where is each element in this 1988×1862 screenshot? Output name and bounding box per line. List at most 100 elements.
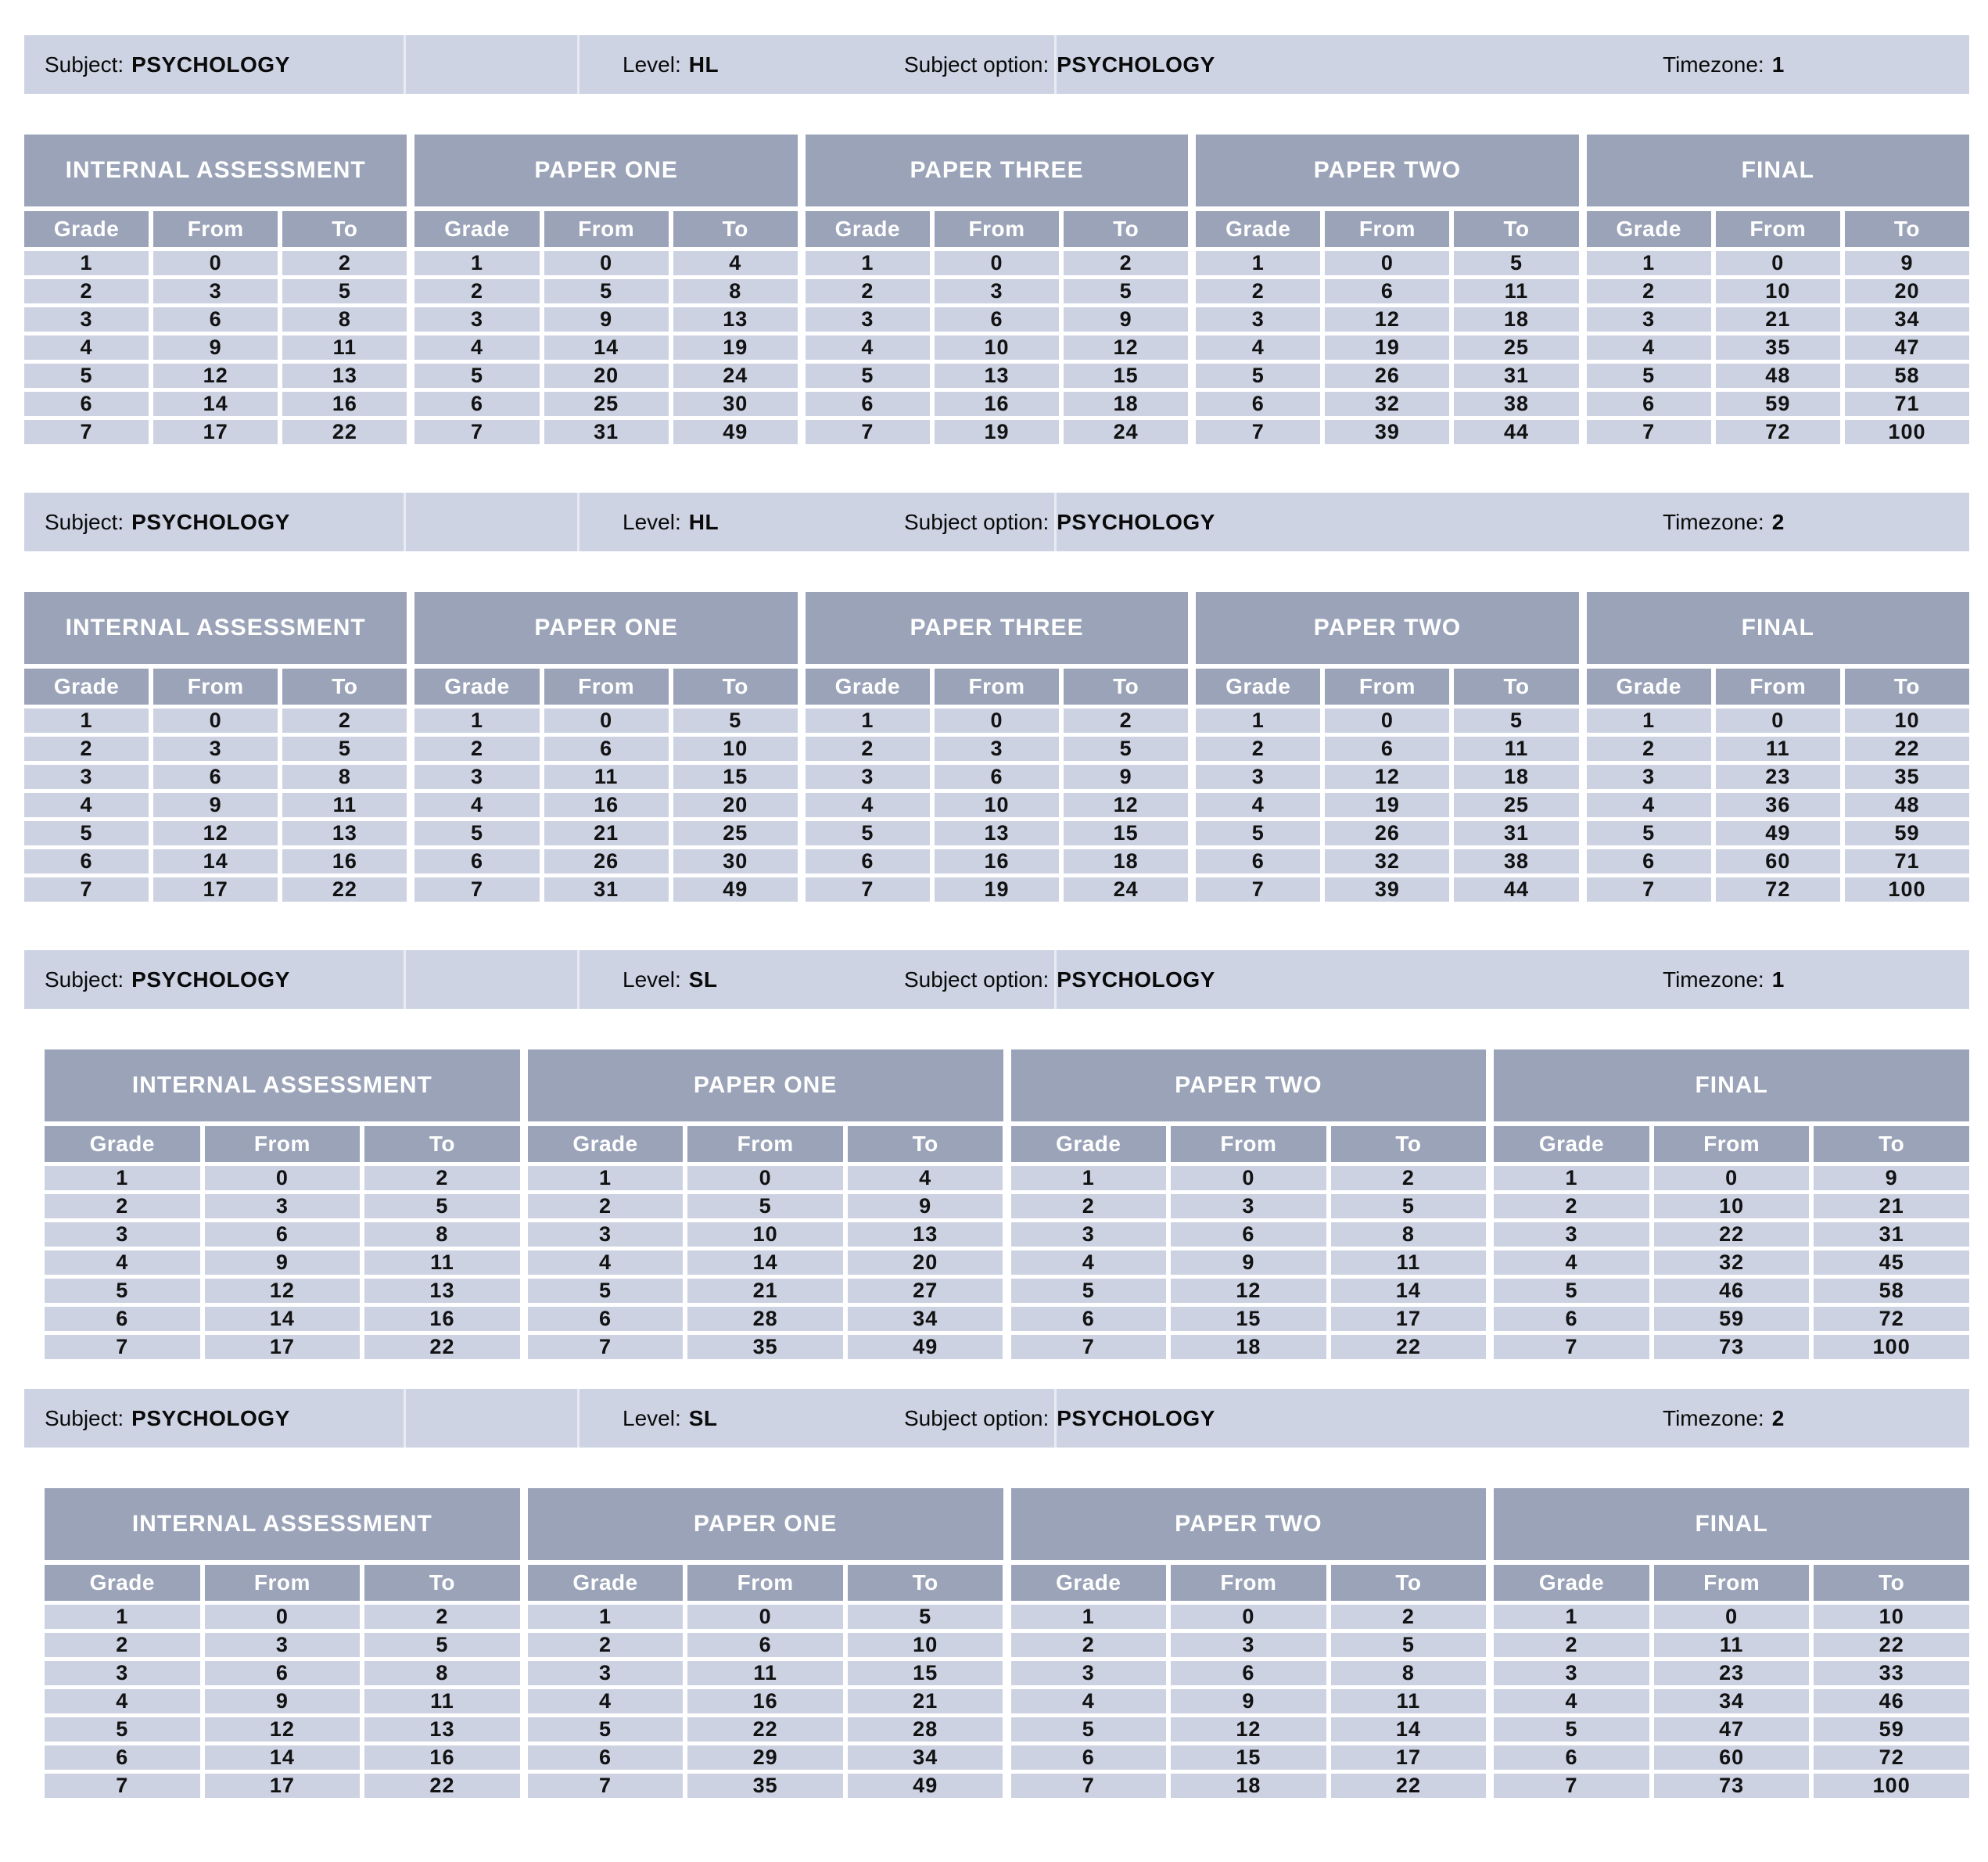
column-header-grade: Grade — [1586, 669, 1711, 705]
subject-option-label: Subject option: — [904, 1405, 1050, 1430]
to-cell: 5 — [1330, 1633, 1487, 1657]
assessment-group-title: INTERNAL ASSESSMENT — [45, 1049, 520, 1121]
from-cell: 12 — [153, 821, 278, 845]
assessment-group-grid: Grade From To 1 0 2 2 3 5 3 6 9 4 10 12 5 13 15 6 16 18 7 19 24 — [805, 669, 1189, 902]
to-cell: 15 — [1064, 364, 1189, 388]
to-cell: 31 — [1814, 1222, 1969, 1247]
from-cell: 0 — [934, 709, 1060, 733]
grade-cell: 3 — [1010, 1222, 1167, 1247]
to-cell: 13 — [847, 1222, 1003, 1247]
from-cell: 59 — [1715, 392, 1840, 416]
grade-cell: 7 — [414, 877, 540, 902]
grade-cell: 4 — [1586, 793, 1711, 817]
from-cell: 21 — [687, 1279, 843, 1303]
timezone-field: Timezone: 2 — [1663, 1389, 1785, 1448]
from-cell: 72 — [1715, 877, 1840, 902]
subject-label: Subject: — [45, 509, 124, 534]
grade-cell: 7 — [1586, 420, 1711, 444]
to-cell: 30 — [673, 849, 798, 874]
assessment-group-title: PAPER TWO — [1010, 1488, 1487, 1560]
from-cell: 32 — [1325, 849, 1450, 874]
to-cell: 72 — [1814, 1307, 1969, 1331]
from-cell: 0 — [934, 251, 1060, 275]
timezone-label: Timezone: — [1663, 967, 1764, 992]
timezone-value: 1 — [1771, 967, 1785, 992]
column-header-from: From — [1171, 1565, 1326, 1601]
from-cell: 47 — [1653, 1717, 1810, 1742]
from-cell: 0 — [1325, 709, 1450, 733]
from-cell: 59 — [1653, 1307, 1810, 1331]
from-cell: 3 — [204, 1194, 361, 1218]
timezone-field: Timezone: 1 — [1663, 35, 1785, 94]
from-cell: 6 — [687, 1633, 843, 1657]
assessment-group-grid: Grade From To 1 0 9 2 10 21 3 22 31 4 32 45 5 46 58 6 59 72 7… — [1494, 1126, 1969, 1359]
grade-cell: 7 — [1196, 420, 1321, 444]
assessment-group: PAPER TWO Grade From To 1 0 5 2 6 11 3 12 18 4 19 25 5 2… — [1196, 135, 1579, 444]
grade-cell: 6 — [45, 1745, 200, 1770]
from-cell: 72 — [1715, 420, 1840, 444]
from-cell: 49 — [1715, 821, 1840, 845]
grade-cell: 2 — [1494, 1194, 1649, 1218]
info-bar-divider — [1054, 1389, 1057, 1448]
level-value: SL — [688, 1405, 718, 1430]
from-cell: 12 — [1325, 765, 1450, 789]
to-cell: 44 — [1454, 420, 1579, 444]
assessment-group-title: PAPER TWO — [1196, 135, 1579, 206]
to-cell: 24 — [1064, 877, 1189, 902]
sections-container: Subject: PSYCHOLOGY Level: HL Subject op… — [24, 35, 1970, 1798]
grade-cell: 6 — [414, 392, 540, 416]
to-cell: 20 — [1844, 279, 1970, 303]
grade-cell: 4 — [1494, 1250, 1649, 1275]
grade-cell: 5 — [527, 1279, 684, 1303]
assessment-group-grid: Grade From To 1 0 4 2 5 8 3 9 13 4 14 19 5 20 24 6 25 30 7 31 4… — [414, 211, 798, 444]
assessment-group: INTERNAL ASSESSMENT Grade From To 1 0 2 2 3 5 3 6 8… — [24, 135, 407, 444]
to-cell: 22 — [1844, 737, 1970, 761]
subject-section: Subject: PSYCHOLOGY Level: HL Subject op… — [24, 493, 1970, 902]
subject-option-value: PSYCHOLOGY — [1057, 1405, 1215, 1430]
level-field: Level: SL — [623, 1389, 718, 1448]
from-cell: 17 — [153, 877, 278, 902]
grade-cell: 4 — [1586, 335, 1711, 360]
to-cell: 11 — [364, 1250, 520, 1275]
grade-boundaries-table: INTERNAL ASSESSMENT Grade From To 1 0 2 2 3 5 3 6 8… — [45, 1049, 1969, 1359]
to-cell: 27 — [847, 1279, 1003, 1303]
to-cell: 8 — [282, 307, 407, 332]
from-cell: 35 — [687, 1774, 843, 1798]
to-cell: 2 — [1330, 1605, 1487, 1629]
assessment-group: PAPER THREE Grade From To 1 0 2 2 3 5 3 6 9 4 10 12 5 13… — [805, 135, 1189, 444]
to-cell: 59 — [1844, 821, 1970, 845]
grade-cell: 2 — [1494, 1633, 1649, 1657]
from-cell: 3 — [1171, 1633, 1326, 1657]
assessment-group-grid: Grade From To 1 0 4 2 5 9 3 10 13 4 14 20 5 21 27 6 28 34 7 35… — [527, 1126, 1003, 1359]
to-cell: 9 — [1814, 1166, 1969, 1190]
assessment-group-title: INTERNAL ASSESSMENT — [24, 592, 407, 664]
grade-cell: 3 — [805, 307, 930, 332]
to-cell: 22 — [282, 877, 407, 902]
to-cell: 5 — [847, 1605, 1003, 1629]
subject-info-bar: Subject: PSYCHOLOGY Level: HL Subject op… — [24, 493, 1969, 551]
assessment-group-title: PAPER THREE — [805, 592, 1189, 664]
grade-cell: 2 — [1196, 737, 1321, 761]
column-header-from: From — [687, 1126, 843, 1162]
timezone-label: Timezone: — [1663, 52, 1764, 77]
to-cell: 15 — [673, 765, 798, 789]
to-cell: 16 — [282, 392, 407, 416]
to-cell: 18 — [1064, 392, 1189, 416]
from-cell: 21 — [544, 821, 669, 845]
from-cell: 6 — [204, 1222, 361, 1247]
grade-cell: 7 — [414, 420, 540, 444]
assessment-group-title: PAPER ONE — [414, 592, 798, 664]
to-cell: 15 — [847, 1661, 1003, 1685]
subject-field: Subject: PSYCHOLOGY — [45, 950, 290, 1009]
to-cell: 2 — [1330, 1166, 1487, 1190]
info-bar-divider — [1054, 493, 1057, 551]
info-bar-divider — [577, 950, 580, 1009]
from-cell: 0 — [544, 709, 669, 733]
assessment-group-grid: Grade From To 1 0 10 2 11 22 3 23 35 4 36 48 5 49 59 6 60 71… — [1586, 669, 1970, 902]
assessment-group-title: PAPER TWO — [1010, 1049, 1487, 1121]
to-cell: 17 — [1330, 1307, 1487, 1331]
assessment-group-grid: Grade From To 1 0 5 2 6 11 3 12 18 4 19 25 5 26 31 6 32 38 7 3… — [1196, 669, 1579, 902]
grade-cell: 4 — [1196, 793, 1321, 817]
grade-cell: 6 — [1586, 392, 1711, 416]
column-header-to: To — [1844, 669, 1970, 705]
